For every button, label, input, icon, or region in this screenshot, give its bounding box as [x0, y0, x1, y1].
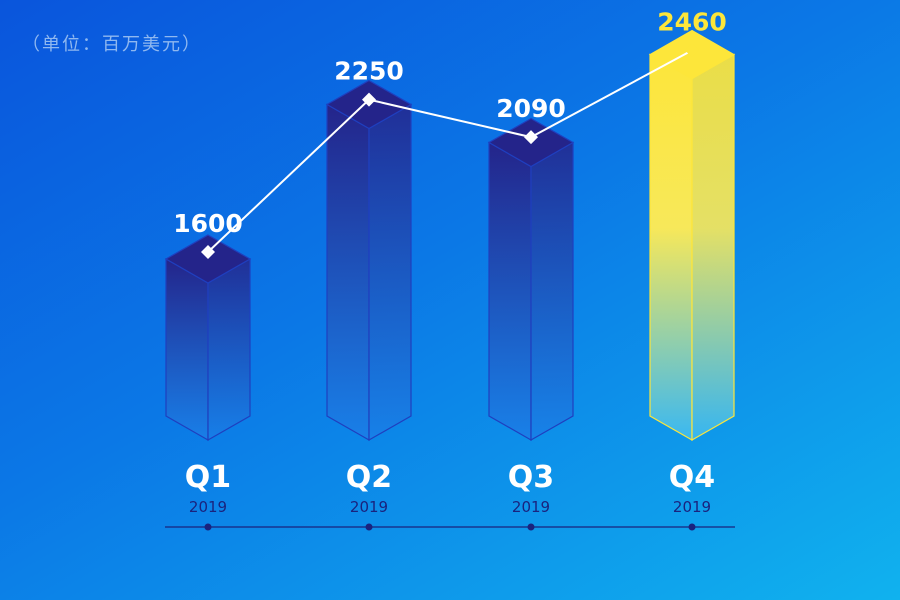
trend-point-q3 [524, 130, 538, 145]
bar-left-face [165, 257, 209, 442]
category-sublabel: 2019 [189, 498, 227, 516]
category-labels: Q1 2019 Q2 2019 Q3 2019 Q4 2019 [185, 460, 715, 516]
category-sublabel: 2019 [350, 498, 388, 516]
data-label-q3: 2090 [496, 94, 566, 123]
bar-left-face [326, 103, 370, 442]
data-label-q4: 2460 [657, 7, 727, 36]
category-sublabel: 2019 [512, 498, 550, 516]
trend-point-q1 [201, 245, 215, 259]
x-axis [165, 523, 735, 531]
bar-q1 [164, 234, 252, 442]
axis-tick-dot [688, 523, 696, 531]
trend-line-series [201, 43, 699, 259]
category-label-q4: Q4 [669, 460, 715, 495]
trend-point-q2 [362, 92, 376, 107]
axis-tick-dot [527, 523, 535, 531]
trend-line [207, 49, 693, 253]
bar-left-face [649, 53, 693, 442]
data-label-q2: 2250 [334, 57, 404, 86]
bar-q3 [487, 117, 575, 442]
data-label-q1: 1600 [173, 209, 243, 238]
bar-right-face [691, 53, 735, 442]
trend-point-q4 [685, 43, 699, 58]
data-labels: 1600 2250 2090 2460 [173, 7, 727, 238]
bar-q2 [325, 79, 413, 442]
axis-tick-dot [365, 523, 373, 531]
bar-series [164, 29, 736, 442]
category-sublabel: 2019 [673, 498, 711, 516]
bar-right-face [530, 141, 574, 442]
bar-right-face [368, 103, 412, 442]
bar-right-face [207, 257, 251, 442]
category-label-q1: Q1 [185, 460, 231, 495]
category-label-q3: Q3 [508, 460, 554, 495]
bar-left-face [488, 141, 532, 442]
category-label-q2: Q2 [346, 460, 392, 495]
bar-q4 [648, 29, 736, 442]
axis-tick-dot [204, 523, 212, 531]
unit-label: （单位：百万美元） [22, 34, 202, 55]
